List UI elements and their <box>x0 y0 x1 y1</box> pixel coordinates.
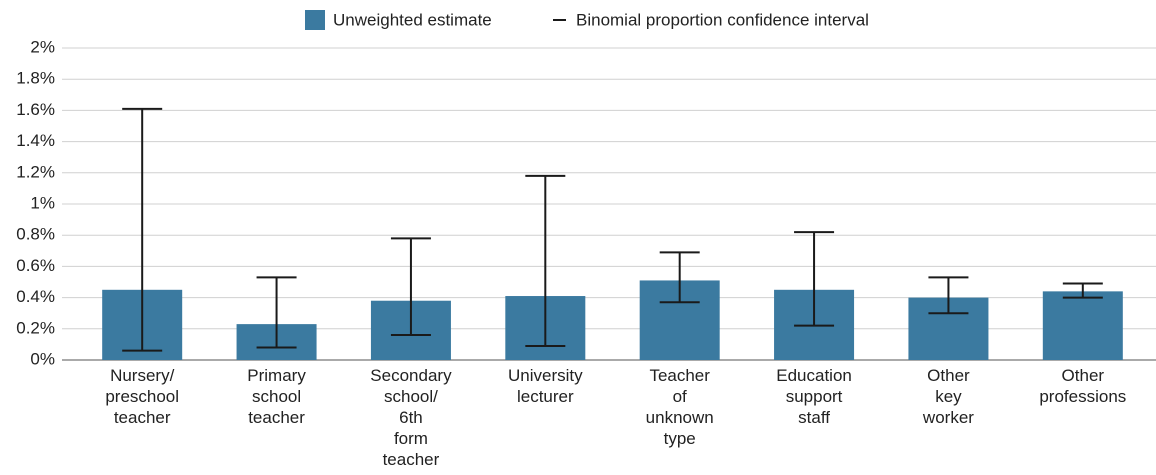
legend-label: Unweighted estimate <box>333 10 492 29</box>
x-tick-label-line: 6th <box>399 408 423 427</box>
y-tick-label: 0.8% <box>16 225 55 244</box>
x-tick-label-line: teacher <box>248 408 305 427</box>
x-tick-label-line: support <box>786 387 843 406</box>
x-tick-label-line: form <box>394 429 428 448</box>
x-tick-label-line: Secondary <box>370 366 452 385</box>
x-tick-label-line: Other <box>1062 366 1105 385</box>
x-tick-label-line: Other <box>927 366 970 385</box>
legend-swatch <box>305 10 325 30</box>
x-tick-label-line: teacher <box>114 408 171 427</box>
x-tick-label-line: lecturer <box>517 387 574 406</box>
x-tick-label-line: type <box>664 429 696 448</box>
x-tick-label: University lecturer <box>508 366 583 406</box>
x-tick-label: Primary school teacher <box>247 366 306 427</box>
x-tick-label: Education support staff <box>776 366 852 427</box>
y-tick-label: 0% <box>30 349 55 368</box>
x-tick-label-line: preschool <box>105 387 179 406</box>
y-tick-label: 1.6% <box>16 100 55 119</box>
y-tick-label: 1.2% <box>16 162 55 181</box>
y-tick-label: 2% <box>30 37 55 56</box>
x-tick-label-line: Primary <box>247 366 306 385</box>
x-tick-label-line: Teacher <box>649 366 710 385</box>
x-tick-label: Other key worker <box>922 366 974 427</box>
y-tick-label: 1% <box>30 193 55 212</box>
y-tick-label: 1.8% <box>16 69 55 88</box>
x-tick-label-line: worker <box>922 408 974 427</box>
x-tick-label: Teacher of unknown type <box>646 366 714 448</box>
x-tick-label-line: key <box>935 387 962 406</box>
y-tick-label: 1.4% <box>16 131 55 150</box>
x-tick-label-line: staff <box>798 408 830 427</box>
x-tick-label: Nursery/preschool teacher <box>105 366 179 427</box>
x-tick-label-line: teacher <box>383 450 440 469</box>
x-tick-label: Secondary school/6th form teacher <box>370 366 452 469</box>
x-tick-label-line: school <box>252 387 301 406</box>
x-tick-label-line: professions <box>1039 387 1126 406</box>
y-tick-label: 0.6% <box>16 256 55 275</box>
x-tick-label-line: University <box>508 366 583 385</box>
x-tick-label-line: unknown <box>646 408 714 427</box>
x-tick-label-line: school/ <box>384 387 438 406</box>
x-tick-label-line: Education <box>776 366 852 385</box>
bar <box>1042 291 1123 360</box>
x-tick-label-line: Nursery/ <box>110 366 175 385</box>
x-tick-label: Other professions <box>1039 366 1126 406</box>
y-tick-label: 0.4% <box>16 287 55 306</box>
x-tick-label-line: of <box>673 387 687 406</box>
legend-label: Binomial proportion confidence interval <box>576 10 869 29</box>
y-tick-label: 0.2% <box>16 318 55 337</box>
